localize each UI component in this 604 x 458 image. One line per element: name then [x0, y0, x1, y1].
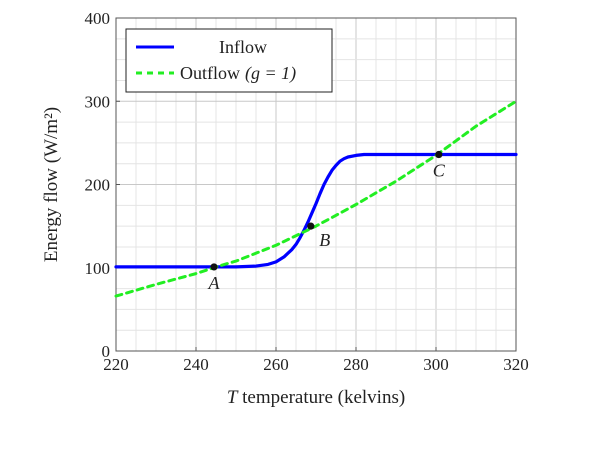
x-tick-label: 260: [263, 355, 289, 374]
equilibrium-points: A B C: [208, 150, 446, 293]
y-axis-title: Energy flow (W/m²): [41, 107, 62, 262]
legend: Inflow Outflow (g = 1): [125, 28, 333, 93]
legend-label-outflow-condition: (g = 1): [245, 63, 296, 84]
x-axis-title-symbol: T: [227, 387, 239, 408]
y-tick-label: 100: [85, 259, 111, 278]
point-a-marker: [210, 263, 218, 271]
y-tick-label: 400: [85, 9, 111, 28]
x-tick-label: 300: [423, 355, 449, 374]
series-line-outflow: [114, 99, 518, 298]
x-tick-label: 320: [503, 355, 529, 374]
y-tick-label: 200: [85, 176, 111, 195]
point-c-marker: [435, 150, 443, 159]
y-tick-label: 300: [85, 92, 111, 111]
point-b-label: B: [319, 230, 330, 250]
x-tick-label: 220: [103, 355, 129, 374]
legend-box: [125, 28, 333, 93]
axis-ticks: 220 240 260 280 300 320 0 100 200 300 400: [85, 9, 529, 374]
legend-label-outflow-name: Outflow: [180, 63, 240, 83]
y-tick-label: 0: [102, 342, 111, 361]
point-b-marker: [307, 222, 315, 230]
legend-label-inflow: Inflow: [219, 37, 267, 57]
series-line-inflow: [114, 152, 518, 269]
series-lines: [114, 99, 518, 298]
x-tick-label: 240: [183, 355, 209, 374]
point-c-label: C: [433, 161, 446, 181]
point-a-label: A: [208, 273, 221, 293]
x-axis-title: T temperature (kelvins): [227, 387, 405, 408]
legend-label-outflow: Outflow (g = 1): [180, 63, 296, 84]
x-tick-label: 280: [343, 355, 369, 374]
x-axis-title-text: temperature (kelvins): [237, 387, 405, 408]
